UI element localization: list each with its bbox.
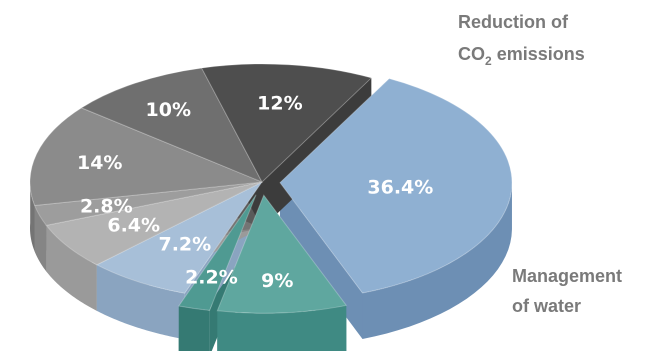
slice-tops bbox=[29, 63, 513, 314]
co2-subscript: 2 bbox=[485, 54, 492, 68]
slice-side-1 bbox=[217, 305, 347, 351]
slice-label-0: 36.4% bbox=[367, 177, 433, 199]
slice-8 bbox=[200, 63, 373, 183]
slice-4 bbox=[45, 181, 263, 266]
category-label-water-line2: of water bbox=[512, 296, 581, 316]
slice-7 bbox=[80, 67, 264, 183]
slice-label-8: 12% bbox=[257, 92, 302, 114]
slice-label-1: 9% bbox=[261, 270, 293, 292]
slice-label-6: 14% bbox=[77, 152, 122, 174]
emissions-text: emissions bbox=[492, 44, 585, 64]
slice-3 bbox=[95, 181, 263, 294]
slice-label-4: 6.4% bbox=[107, 215, 160, 237]
slice-side-3 bbox=[96, 264, 185, 340]
slice-side-4 bbox=[46, 225, 97, 311]
slice-label-2: 2.2% bbox=[185, 267, 238, 289]
co2-text: CO bbox=[458, 44, 485, 64]
slice-0 bbox=[279, 78, 513, 294]
percent-labels: 36.4% 9% 2.2% 7.2%6.4%2.8% 14% 10% 12% bbox=[77, 92, 433, 292]
slice-2 bbox=[177, 194, 257, 311]
slice-label-5: 2.8% bbox=[80, 195, 133, 217]
category-label-reduction-line2: CO2 emissions bbox=[458, 44, 585, 68]
slice-label-3: 7.2% bbox=[158, 234, 211, 256]
slice-label-7: 10% bbox=[146, 99, 191, 121]
slice-6 bbox=[29, 107, 263, 207]
slice-side-2 bbox=[178, 305, 210, 351]
slice-side-6 bbox=[30, 177, 35, 252]
category-label-reduction-line1: Reduction of bbox=[458, 12, 569, 32]
slice-5 bbox=[33, 181, 263, 226]
slice-side-5 bbox=[34, 205, 47, 272]
slice-side-0 bbox=[362, 183, 512, 339]
slice-1 bbox=[216, 194, 348, 314]
category-label-water-line1: Management bbox=[512, 266, 622, 286]
